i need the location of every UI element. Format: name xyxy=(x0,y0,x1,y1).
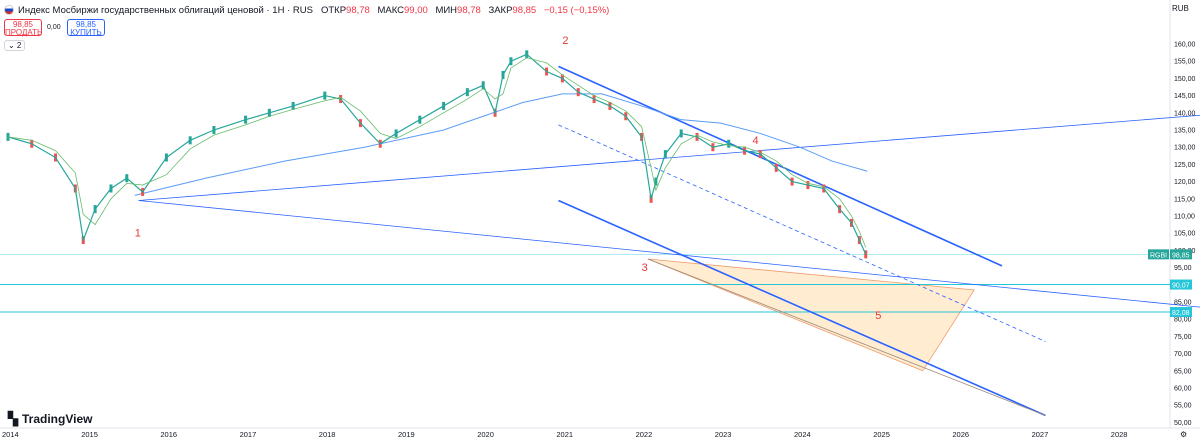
price-candle xyxy=(864,250,868,259)
low-value: 98,78 xyxy=(457,4,481,16)
ohlc-readout: ОТКР98,78 МАКС99,00 МИН98,78 ЗАКР98,85 −… xyxy=(321,5,614,16)
time-tick-label: 2026 xyxy=(952,430,969,439)
price-tick-label: 130,00 xyxy=(1174,145,1196,152)
price-tick-label: 95,00 xyxy=(1174,265,1192,272)
time-tick-label: 2020 xyxy=(477,430,494,439)
price-tick-label: 85,00 xyxy=(1174,300,1192,307)
annotation-1[interactable]: 1 xyxy=(135,228,141,240)
buy-price: 98,85 xyxy=(75,20,97,29)
time-tick-label: 2021 xyxy=(556,430,573,439)
price-tick-label: 135,00 xyxy=(1174,128,1196,135)
spread-value: 0,00 xyxy=(47,24,61,31)
price-tick-label: 65,00 xyxy=(1174,368,1192,375)
annotation-2[interactable]: 2 xyxy=(562,35,568,47)
downtrend-midline[interactable] xyxy=(558,124,1046,342)
price-tick-label: 60,00 xyxy=(1174,386,1192,393)
price-tick-label: 80,00 xyxy=(1174,317,1192,324)
time-tick-label: 2024 xyxy=(794,430,811,439)
price-tick-label: 55,00 xyxy=(1174,403,1192,410)
price-tick-label: 160,00 xyxy=(1174,42,1196,49)
indicators-toggle-button[interactable]: ⌄ 2 xyxy=(4,40,26,51)
last-price-badge-bg xyxy=(1170,249,1192,260)
time-tick-label: 2015 xyxy=(81,430,98,439)
sell-price: 98,85 xyxy=(12,20,34,29)
trendline-1-lower[interactable] xyxy=(138,200,1200,313)
close-value: 98,85 xyxy=(512,4,537,16)
level-1-badge-bg xyxy=(1170,279,1192,290)
time-tick-label: 2022 xyxy=(636,430,653,439)
close-label: ЗАКР xyxy=(488,4,513,16)
time-tick-label: 2023 xyxy=(715,430,732,439)
high-label: МАКС xyxy=(377,4,405,16)
symbol-title[interactable]: Индекс Мосбиржи государственных облигаци… xyxy=(18,4,313,16)
downtrend-support[interactable] xyxy=(558,199,1046,417)
price-line xyxy=(7,53,867,255)
buy-label: КУПИТЬ xyxy=(70,28,102,37)
price-tick-label: 120,00 xyxy=(1174,179,1196,186)
currency-selector[interactable]: RUB xyxy=(1172,4,1189,13)
price-tick-label: 155,00 xyxy=(1174,59,1196,66)
tradingview-logo-icon: ▚ xyxy=(8,411,18,426)
annotation-5[interactable]: 5 xyxy=(875,310,881,322)
brand-name: TradingView xyxy=(22,412,93,426)
time-tick-label: 2025 xyxy=(873,430,890,439)
open-value: 98,78 xyxy=(346,4,370,16)
change-value: −0,15 (−0,15%) xyxy=(543,4,610,16)
time-tick-label: 2016 xyxy=(160,430,177,439)
sell-button[interactable]: 98,85 ПРОДАТЬ xyxy=(4,19,43,37)
price-tick-label: 105,00 xyxy=(1174,231,1196,238)
projection-zone[interactable] xyxy=(647,258,975,372)
time-tick-label: 2018 xyxy=(319,430,336,439)
time-tick-label: 2027 xyxy=(1032,430,1049,439)
trendline-1-upper[interactable] xyxy=(138,111,1200,201)
price-tick-label: 110,00 xyxy=(1174,214,1195,221)
projection-zone-edge[interactable] xyxy=(647,258,1046,416)
buy-button[interactable]: 98,85 КУПИТЬ xyxy=(67,19,105,37)
high-value: 99,00 xyxy=(404,4,428,16)
time-tick-label: 2028 xyxy=(1111,430,1128,439)
time-tick-label: 2019 xyxy=(398,430,415,439)
annotation-3[interactable]: 3 xyxy=(642,262,648,274)
downtrend-resistance[interactable] xyxy=(558,65,1003,267)
level-2-badge-bg xyxy=(1170,307,1192,318)
time-tick-label: 2014 xyxy=(2,430,19,439)
price-tick-label: 70,00 xyxy=(1174,351,1192,358)
level-1-badge: 90,07 xyxy=(1172,283,1190,290)
russia-flag-icon xyxy=(4,5,14,15)
settings-gear-icon[interactable]: ⚙ xyxy=(1180,430,1188,439)
price-tick-label: 50,00 xyxy=(1174,420,1192,427)
low-label: МИН xyxy=(435,4,458,16)
sell-label: ПРОДАТЬ xyxy=(5,28,43,37)
moving-average-short xyxy=(7,57,867,248)
level-2-badge: 82,08 xyxy=(1172,310,1190,317)
open-label: ОТКР xyxy=(320,4,347,16)
tradingview-logo: ▚ TradingView xyxy=(8,411,92,427)
annotation-4[interactable]: 4 xyxy=(752,135,758,147)
price-tick-label: 125,00 xyxy=(1174,162,1196,169)
symbol-header: Индекс Мосбиржи государственных облигаци… xyxy=(4,3,614,17)
last-price-badge: 98,85 xyxy=(1172,252,1190,259)
price-tick-label: 145,00 xyxy=(1174,93,1196,100)
time-tick-label: 2017 xyxy=(240,430,257,439)
price-tick-label: 140,00 xyxy=(1174,110,1196,117)
last-price-badge-symbol: RGBI xyxy=(1150,252,1167,259)
price-tick-label: 75,00 xyxy=(1174,334,1192,341)
price-tick-label: 115,00 xyxy=(1174,196,1195,203)
price-tick-label: 150,00 xyxy=(1174,76,1196,83)
last-price-badge-symbol-bg xyxy=(1148,249,1169,260)
